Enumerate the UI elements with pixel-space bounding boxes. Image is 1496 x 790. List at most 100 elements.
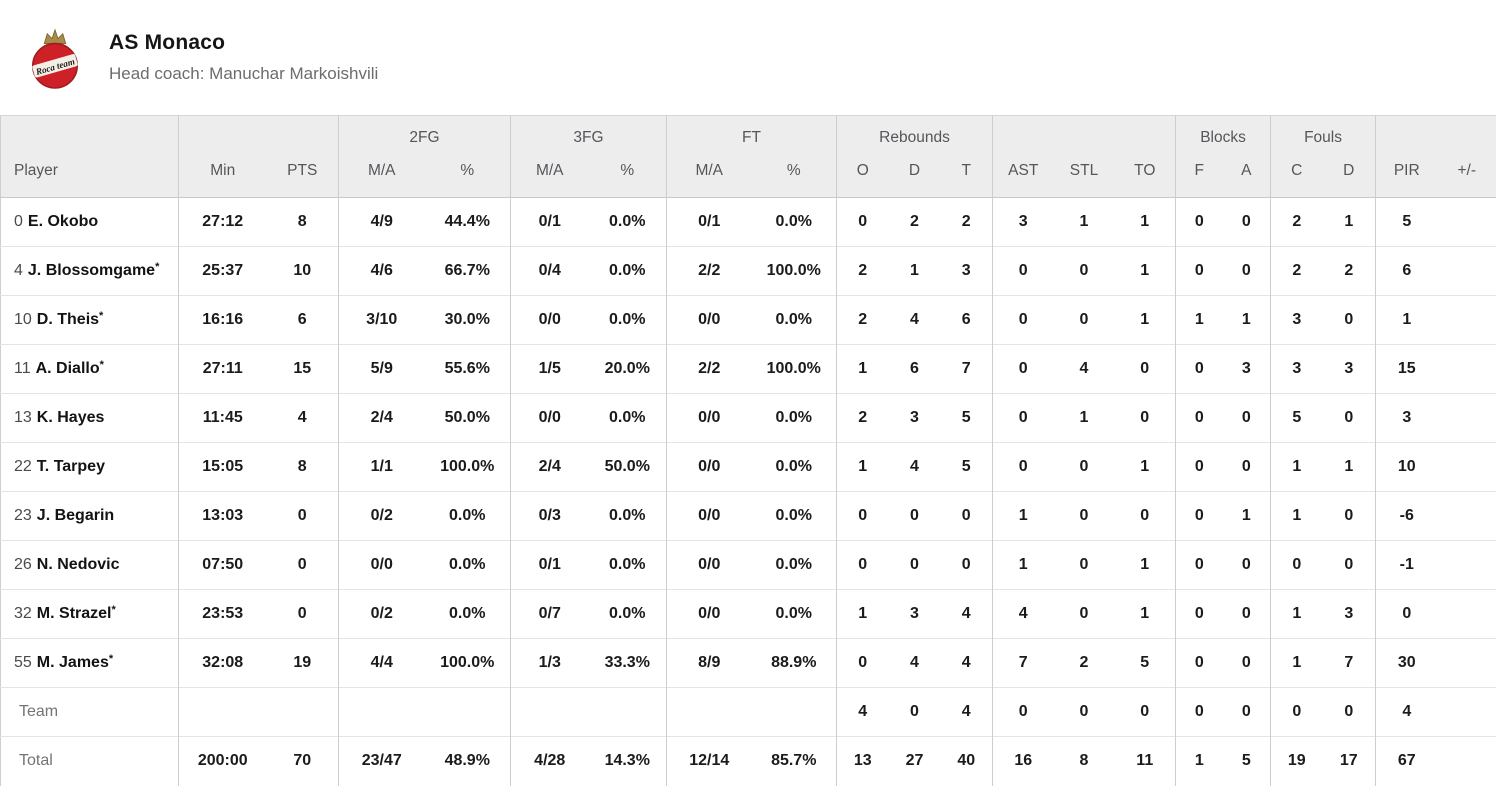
stat-foul-c: 0 [1270,540,1323,590]
stat-stl: 1 [1079,409,1089,426]
column-header-row: Player Min PTS M/A % M/A % M/A % O D T A… [0,153,1496,198]
group-header-fouls: Fouls [1270,115,1376,154]
stat-2fg-ma: 1/1 [338,442,425,492]
stat-foul-d: 1 [1344,213,1354,230]
stat-reb-o: 2 [836,393,889,443]
stat-ast: 0 [992,246,1054,296]
player-number: 23 [14,507,32,524]
team-header: Roca team AS Monaco Head coach: Manuchar… [0,0,1496,115]
stat-to: 1 [1140,213,1150,230]
group-header-2fg: 2FG [338,115,511,154]
stat-3fg-ma: 2/4 [510,442,589,492]
stat-ast: 4 [992,589,1054,639]
stat-pir: 6 [1375,246,1438,296]
col-header-2fg-ma: M/A [338,153,425,198]
stat-2fg-pct: 0.0% [449,605,486,622]
group-header-ft: FT [666,115,837,154]
stat-block-f: 0 [1175,344,1223,394]
stat-pts: 70 [293,752,312,770]
stat-foul-c: 2 [1270,246,1323,296]
stat-plus-minus [1438,247,1496,296]
stat-ft-pct: 100.0% [766,262,821,279]
stat-min: 23:53 [178,589,267,639]
stat-pts: 0 [297,605,307,622]
stat-2fg-pct: 50.0% [444,409,490,426]
stat-stl: 2 [1079,654,1089,671]
stat-plus-minus [1438,443,1496,492]
player-name: M. Strazel [36,605,112,622]
stat-foul-d: 7 [1344,654,1354,671]
player-cell: 26 N. Nedovic [1,541,179,590]
stat-block-f: 1 [1175,295,1223,345]
head-coach-line: Head coach: Manuchar Markoishvili [109,64,379,83]
team-logo: Roca team [31,27,79,89]
stat-reb-o: 0 [836,638,889,688]
player-name: E. Okobo [27,213,99,230]
stat-plus-minus [1438,198,1496,247]
stat-ast: 1 [992,540,1054,590]
stat-to: 1 [1140,458,1150,475]
stat-ast: 3 [992,197,1054,247]
player-name: M. James [36,654,109,671]
col-header-3fg-pct: % [588,153,667,198]
stat-reb-o: 0 [836,491,889,541]
player-name: Team [19,703,59,720]
stat-3fg-ma: 0/0 [510,393,589,443]
stat-reb-t: 0 [961,507,971,524]
stat-block-f: 0 [1175,442,1223,492]
stat-to: 11 [1136,752,1154,770]
stat-2fg-pct: 44.4% [444,213,490,230]
stat-reb-d: 4 [910,458,919,475]
stat-reb-o: 0 [836,197,889,247]
stat-foul-c: 3 [1270,344,1323,394]
crest-band [32,53,78,78]
stat-3fg-pct: 33.3% [604,654,650,671]
stat-plus-minus [1438,639,1496,688]
stat-ft-pct: 0.0% [775,458,812,475]
col-header-pir: PIR [1375,153,1438,198]
stat-block-f: 0 [1175,491,1223,541]
stat-block-a: 3 [1241,360,1251,377]
table-row: 26 N. Nedovic 07:50 0 0/0 0.0% 0/1 0.0% 0… [0,540,1496,590]
stat-foul-d: 2 [1344,262,1354,279]
stat-reb-o: 2 [836,295,889,345]
stat-stl: 8 [1079,752,1089,770]
stat-to: 0 [1140,507,1150,524]
player-number: 55 [14,654,32,671]
starter-mark: * [99,310,104,322]
player-number: 26 [14,556,32,573]
player-cell: 22 T. Tarpey [1,443,179,492]
stat-stl: 4 [1079,360,1089,377]
stat-stl: 0 [1079,458,1089,475]
stat-reb-o: 0 [836,540,889,590]
stat-ft-pct: 100.0% [766,360,821,377]
stat-2fg-ma: 0/0 [338,540,425,590]
stat-ft-ma: 0/1 [666,197,752,247]
stat-reb-d: 2 [910,213,919,230]
stat-block-a: 0 [1241,262,1251,279]
col-header-stl: STL [1053,153,1115,198]
stat-pir: 3 [1375,393,1438,443]
starter-mark: * [155,261,160,273]
col-header-2fg-pct: % [424,153,511,198]
player-name: T. Tarpey [36,458,105,475]
stat-min: 15:05 [178,442,267,492]
stat-foul-d: 0 [1344,311,1354,328]
stat-stl: 1 [1079,213,1089,230]
stat-2fg-ma: 4/6 [338,246,425,296]
stat-plus-minus [1438,590,1496,639]
stat-block-f: 0 [1175,540,1223,590]
stat-ft-ma: 0/0 [666,540,752,590]
table-row: 11 A. Diallo* 27:11 15 5/9 55.6% 1/5 20.0… [0,344,1496,394]
stat-block-a: 0 [1241,703,1251,720]
table-row: 0 E. Okobo 27:12 8 4/9 44.4% 0/1 0.0% 0/1… [1,197,1496,247]
stat-to: 1 [1140,556,1150,573]
starter-mark: * [99,359,104,371]
stat-reb-t: 2 [961,213,971,230]
stat-reb-o: 1 [836,589,889,639]
stat-pir: -6 [1375,491,1438,541]
col-header-reb-t: T [940,153,993,198]
stat-ft-pct: 0.0% [775,311,812,328]
player-number: 10 [14,311,32,328]
stat-reb-o: 4 [836,687,889,737]
